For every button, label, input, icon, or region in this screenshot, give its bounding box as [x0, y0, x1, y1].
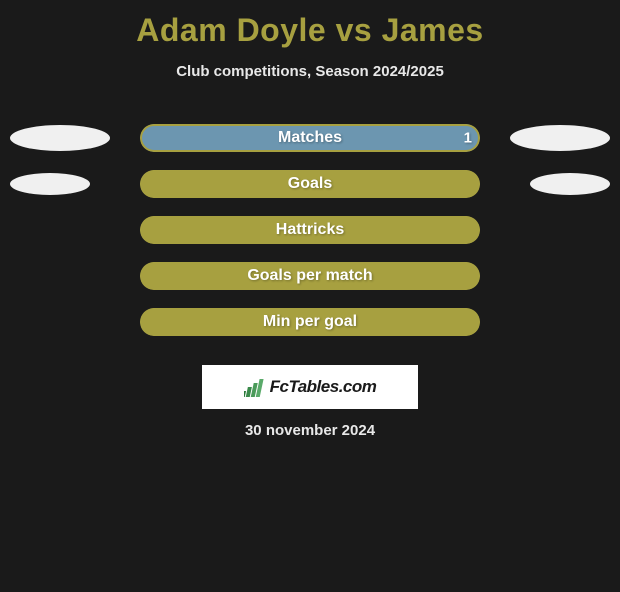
left-ellipse: [10, 173, 90, 195]
stat-row: Min per goal: [0, 308, 620, 336]
bar-track: Min per goal: [140, 308, 480, 336]
logo-box: FcTables.com: [202, 365, 418, 409]
bar-label: Min per goal: [263, 313, 357, 331]
bar-label: Hattricks: [276, 221, 344, 239]
bar-track: Goals per match: [140, 262, 480, 290]
stat-row: Goals: [0, 170, 620, 198]
subtitle: Club competitions, Season 2024/2025: [0, 63, 620, 80]
date-label: 30 november 2024: [245, 422, 375, 439]
right-ellipse: [530, 173, 610, 195]
bar-label: Goals: [288, 175, 332, 193]
right-ellipse: [510, 125, 610, 151]
bar-track: Hattricks: [140, 216, 480, 244]
fctables-icon: [244, 377, 266, 397]
bar-label: Goals per match: [247, 267, 372, 285]
stat-row: Matches 1: [0, 124, 620, 152]
bar-value: 1: [464, 130, 472, 147]
page-title: Adam Doyle vs James: [0, 12, 620, 49]
bar-track: Goals: [140, 170, 480, 198]
stats-rows: Matches 1 Goals Hattricks Goals per match Min…: [0, 124, 620, 336]
bar-track: Matches 1: [140, 124, 480, 152]
stat-row: Goals per match: [0, 262, 620, 290]
left-ellipse: [10, 125, 110, 151]
stat-row: Hattricks: [0, 216, 620, 244]
logo-text: FcTables.com: [270, 377, 377, 397]
bar-label: Matches: [278, 129, 342, 147]
